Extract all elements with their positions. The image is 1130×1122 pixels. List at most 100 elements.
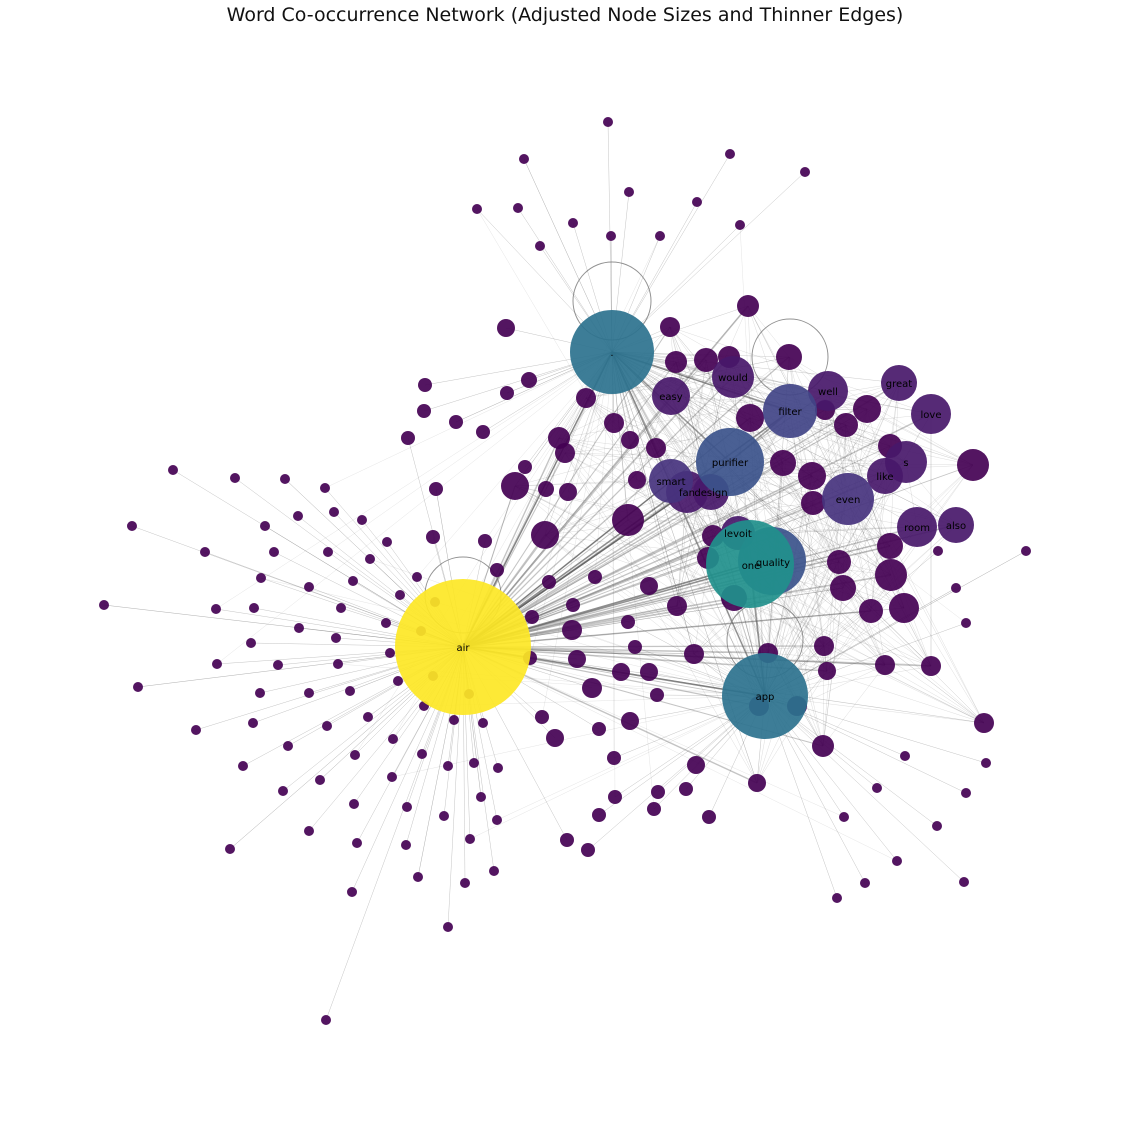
edge: [558, 437, 766, 697]
word-node: [612, 663, 630, 681]
edge: [732, 376, 907, 463]
node-label-easy: easy: [659, 392, 682, 403]
edge: [670, 305, 749, 482]
word-node: [211, 604, 221, 614]
word-node: [349, 799, 359, 809]
word-node: [592, 722, 606, 736]
node-label-well: well: [818, 387, 838, 398]
word-node: [961, 618, 971, 628]
word-node: [443, 922, 453, 932]
word-node: [770, 450, 796, 476]
node-even: [822, 473, 874, 525]
edge: [564, 452, 695, 655]
node-label-like: like: [876, 472, 893, 483]
word-node: [776, 344, 802, 370]
edge: [462, 646, 845, 818]
word-node: [443, 761, 453, 771]
word-node: [393, 676, 403, 686]
edge: [611, 351, 828, 672]
word-node: [249, 603, 259, 613]
edge: [564, 452, 758, 784]
edge: [462, 498, 849, 648]
word-node: [426, 530, 440, 544]
edge: [764, 550, 1027, 697]
edge: [670, 395, 769, 654]
word-node: [830, 575, 856, 601]
word-node: [735, 220, 745, 230]
word-node: [812, 735, 834, 757]
word-node: [304, 582, 314, 592]
edge: [215, 351, 613, 610]
word-node: [321, 1015, 331, 1025]
word-node: [460, 878, 470, 888]
word-node: [513, 203, 523, 213]
word-node: [1021, 546, 1031, 556]
edge: [476, 208, 766, 697]
word-node: [478, 534, 492, 548]
word-node: [959, 877, 969, 887]
edge: [767, 498, 849, 654]
word-node: [692, 197, 702, 207]
word-node: [256, 573, 266, 583]
node-label-filter: filter: [778, 407, 802, 418]
word-node: [694, 348, 718, 372]
word-node: [246, 638, 256, 648]
word-node: [501, 472, 529, 500]
word-node: [278, 786, 288, 796]
edge: [729, 461, 886, 666]
word-node: [476, 792, 486, 802]
node-filter: [763, 384, 817, 438]
word-node: [650, 688, 664, 702]
word-node: [352, 838, 362, 848]
word-node: [612, 504, 644, 536]
word-node: [628, 640, 642, 654]
word-node: [875, 559, 907, 591]
node-label-great: great: [886, 379, 913, 390]
word-node: [401, 840, 411, 850]
edge: [676, 605, 758, 784]
word-node: [255, 688, 265, 698]
edge: [462, 356, 790, 648]
word-node: [417, 749, 427, 759]
word-node: [921, 656, 941, 676]
word-node: [875, 655, 895, 675]
edge: [823, 645, 985, 724]
word-node: [315, 775, 325, 785]
edge: [462, 382, 900, 648]
word-node: [493, 763, 503, 773]
word-node: [900, 751, 910, 761]
edge: [611, 351, 760, 707]
word-node: [542, 575, 556, 589]
word-node: [472, 204, 482, 214]
edge: [796, 664, 886, 707]
edge: [764, 464, 974, 697]
word-node: [582, 678, 602, 698]
edge: [611, 171, 806, 353]
edge: [749, 417, 840, 563]
word-node: [347, 887, 357, 897]
edge: [789, 410, 825, 647]
edge: [611, 351, 900, 384]
word-node: [417, 404, 431, 418]
word-node: [412, 572, 422, 582]
edge: [514, 485, 769, 654]
word-node: [531, 521, 559, 549]
word-node: [576, 388, 596, 408]
word-node: [892, 856, 902, 866]
word-node: [497, 319, 515, 337]
node-smart: [649, 459, 693, 503]
word-node: [449, 715, 459, 725]
edge: [866, 408, 974, 466]
edge: [564, 452, 766, 697]
word-node: [559, 483, 577, 501]
word-node: [490, 563, 504, 577]
word-node: [725, 149, 735, 159]
word-node: [320, 483, 330, 493]
word-node: [702, 810, 716, 824]
node-label-one: one: [742, 561, 761, 572]
word-node: [748, 774, 766, 792]
word-node: [280, 474, 290, 484]
word-node: [99, 600, 109, 610]
edge: [416, 351, 613, 578]
